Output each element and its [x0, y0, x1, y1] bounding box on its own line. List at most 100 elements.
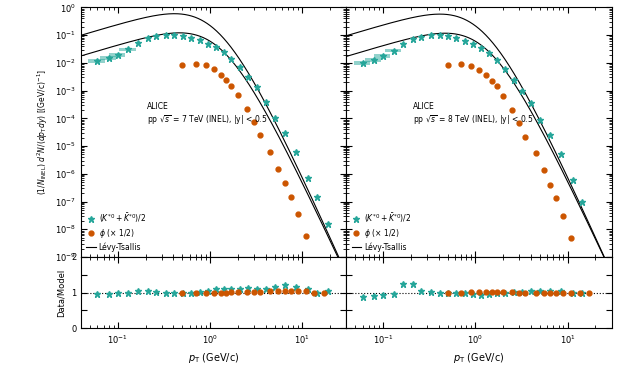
$(K^{*0}+\bar{K}^{*0})/2$ [134, 41, 142, 45]
$\phi$ ($\times$ 1/2) [560, 214, 567, 218]
$(K^{*0}+\bar{K}^{*0})/2$ [152, 34, 160, 39]
$(K^{*0}+\bar{K}^{*0})/2$ [262, 100, 270, 104]
Text: ALICE
pp $\sqrt{s}$ = 8 TeV (INEL), |y| < 0.5: ALICE pp $\sqrt{s}$ = 8 TeV (INEL), |y| … [412, 102, 533, 126]
$\phi$ ($\times$ 1/2) [178, 63, 186, 67]
$(K^{*0}+\bar{K}^{*0})/2$ [557, 152, 565, 157]
$\phi$ ($\times$ 1/2) [192, 61, 200, 66]
$\phi$ ($\times$ 1/2) [250, 120, 258, 124]
X-axis label: $p_{\rm T}$ (GeV/c): $p_{\rm T}$ (GeV/c) [188, 351, 240, 365]
$(K^{*0}+\bar{K}^{*0})/2$ [452, 36, 460, 40]
$\phi$ ($\times$ 1/2) [303, 234, 310, 239]
$(K^{*0}+\bar{K}^{*0})/2$ [304, 176, 311, 180]
$(K^{*0}+\bar{K}^{*0})/2$ [469, 42, 477, 46]
$(K^{*0}+\bar{K}^{*0})/2$ [417, 34, 425, 39]
$(K^{*0}+\bar{K}^{*0})/2$ [324, 222, 332, 226]
$\phi$ ($\times$ 1/2) [576, 259, 583, 263]
$(K^{*0}+\bar{K}^{*0})/2$ [527, 101, 535, 106]
$\phi$ ($\times$ 1/2) [243, 107, 250, 111]
Line: $(K^{*0}+\bar{K}^{*0})/2$: $(K^{*0}+\bar{K}^{*0})/2$ [359, 32, 585, 205]
$\phi$ ($\times$ 1/2) [287, 194, 295, 199]
$(K^{*0}+\bar{K}^{*0})/2$ [444, 34, 452, 39]
$(K^{*0}+\bar{K}^{*0})/2$ [281, 131, 289, 135]
$\phi$ ($\times$ 1/2) [499, 94, 507, 98]
$\phi$ ($\times$ 1/2) [540, 167, 547, 172]
$(K^{*0}+\bar{K}^{*0})/2$ [536, 117, 544, 122]
$(K^{*0}+\bar{K}^{*0})/2$ [461, 38, 469, 43]
Y-axis label: Data/Model: Data/Model [56, 269, 66, 317]
$\phi$ ($\times$ 1/2) [457, 62, 465, 66]
Bar [354, 61, 370, 65]
$(K^{*0}+\bar{K}^{*0})/2$ [501, 67, 509, 71]
$(K^{*0}+\bar{K}^{*0})/2$ [370, 57, 378, 62]
Bar [365, 58, 381, 62]
$\phi$ ($\times$ 1/2) [475, 68, 483, 72]
$\phi$ ($\times$ 1/2) [217, 72, 224, 77]
$\phi$ ($\times$ 1/2) [532, 151, 539, 156]
$(K^{*0}+\bar{K}^{*0})/2$ [510, 77, 517, 82]
$(K^{*0}+\bar{K}^{*0})/2$ [569, 178, 577, 182]
$(K^{*0}+\bar{K}^{*0})/2$ [144, 36, 151, 41]
$\phi$ ($\times$ 1/2) [295, 212, 302, 216]
$(K^{*0}+\bar{K}^{*0})/2$ [204, 41, 212, 46]
$\phi$ ($\times$ 1/2) [234, 93, 241, 97]
X-axis label: $p_{\rm T}$ (GeV/c): $p_{\rm T}$ (GeV/c) [453, 351, 505, 365]
Legend: $(K^{*0}+\bar{K}^{*0})/2$, $\phi$ ($\times$ 1/2), Lévy-Tsallis: $(K^{*0}+\bar{K}^{*0})/2$, $\phi$ ($\tim… [350, 209, 412, 253]
$(K^{*0}+\bar{K}^{*0})/2$ [427, 33, 434, 38]
$(K^{*0}+\bar{K}^{*0})/2$ [220, 50, 227, 54]
Line: $\phi$ ($\times$ 1/2): $\phi$ ($\times$ 1/2) [180, 61, 326, 290]
$(K^{*0}+\bar{K}^{*0})/2$ [271, 116, 278, 120]
Line: $(K^{*0}+\bar{K}^{*0})/2$: $(K^{*0}+\bar{K}^{*0})/2$ [94, 32, 331, 228]
$(K^{*0}+\bar{K}^{*0})/2$ [409, 37, 416, 41]
$(K^{*0}+\bar{K}^{*0})/2$ [187, 35, 195, 40]
$(K^{*0}+\bar{K}^{*0})/2$ [105, 56, 112, 60]
Line: $\phi$ ($\times$ 1/2): $\phi$ ($\times$ 1/2) [445, 62, 591, 291]
$(K^{*0}+\bar{K}^{*0})/2$ [477, 46, 485, 50]
$\phi$ ($\times$ 1/2) [482, 73, 489, 78]
$\phi$ ($\times$ 1/2) [515, 120, 523, 125]
$\phi$ ($\times$ 1/2) [281, 181, 289, 186]
Text: ALICE
pp $\sqrt{s}$ = 7 TeV (INEL), |y| < 0.5: ALICE pp $\sqrt{s}$ = 7 TeV (INEL), |y| … [147, 102, 268, 126]
$\phi$ ($\times$ 1/2) [311, 257, 318, 262]
Bar [384, 49, 401, 53]
$(K^{*0}+\bar{K}^{*0})/2$ [493, 57, 500, 62]
Bar [109, 53, 125, 57]
$(K^{*0}+\bar{K}^{*0})/2$ [196, 38, 203, 43]
$(K^{*0}+\bar{K}^{*0})/2$ [94, 59, 101, 63]
$\phi$ ($\times$ 1/2) [585, 287, 593, 291]
Y-axis label: $(1/N_{\rm INEL})$ $d^{2}N/(dp_{\rm T}dy)$ [(GeV/c)$^{-1}$]: $(1/N_{\rm INEL})$ $d^{2}N/(dp_{\rm T}dy… [35, 69, 50, 195]
$(K^{*0}+\bar{K}^{*0})/2$ [518, 88, 525, 93]
$(K^{*0}+\bar{K}^{*0})/2$ [125, 47, 132, 51]
$\phi$ ($\times$ 1/2) [488, 78, 495, 83]
$(K^{*0}+\bar{K}^{*0})/2$ [578, 199, 586, 204]
Bar [374, 54, 391, 58]
$(K^{*0}+\bar{K}^{*0})/2$ [245, 75, 252, 80]
$\phi$ ($\times$ 1/2) [266, 150, 274, 154]
$(K^{*0}+\bar{K}^{*0})/2$ [547, 133, 554, 137]
$(K^{*0}+\bar{K}^{*0})/2$ [253, 85, 260, 90]
$(K^{*0}+\bar{K}^{*0})/2$ [359, 61, 366, 65]
$(K^{*0}+\bar{K}^{*0})/2$ [179, 34, 187, 38]
$\phi$ ($\times$ 1/2) [467, 63, 475, 68]
$(K^{*0}+\bar{K}^{*0})/2$ [292, 150, 300, 154]
$(K^{*0}+\bar{K}^{*0})/2$ [228, 57, 235, 61]
$(K^{*0}+\bar{K}^{*0})/2$ [114, 53, 122, 57]
$(K^{*0}+\bar{K}^{*0})/2$ [436, 33, 443, 38]
$\phi$ ($\times$ 1/2) [522, 134, 529, 139]
$(K^{*0}+\bar{K}^{*0})/2$ [212, 45, 220, 50]
$\phi$ ($\times$ 1/2) [275, 167, 282, 171]
$\phi$ ($\times$ 1/2) [320, 285, 328, 289]
Legend: $(K^{*0}+\bar{K}^{*0})/2$, $\phi$ ($\times$ 1/2), Lévy-Tsallis: $(K^{*0}+\bar{K}^{*0})/2$, $\phi$ ($\tim… [85, 209, 147, 253]
$\phi$ ($\times$ 1/2) [256, 133, 264, 137]
$\phi$ ($\times$ 1/2) [202, 63, 210, 68]
$(K^{*0}+\bar{K}^{*0})/2$ [390, 48, 397, 53]
$(K^{*0}+\bar{K}^{*0})/2$ [170, 33, 178, 37]
$(K^{*0}+\bar{K}^{*0})/2$ [162, 33, 169, 37]
$\phi$ ($\times$ 1/2) [568, 235, 575, 240]
$(K^{*0}+\bar{K}^{*0})/2$ [399, 42, 407, 46]
$(K^{*0}+\bar{K}^{*0})/2$ [485, 51, 492, 56]
Bar [89, 59, 105, 63]
Bar [100, 56, 116, 60]
$\phi$ ($\times$ 1/2) [223, 77, 230, 82]
$\phi$ ($\times$ 1/2) [228, 84, 235, 88]
$(K^{*0}+\bar{K}^{*0})/2$ [236, 65, 243, 69]
